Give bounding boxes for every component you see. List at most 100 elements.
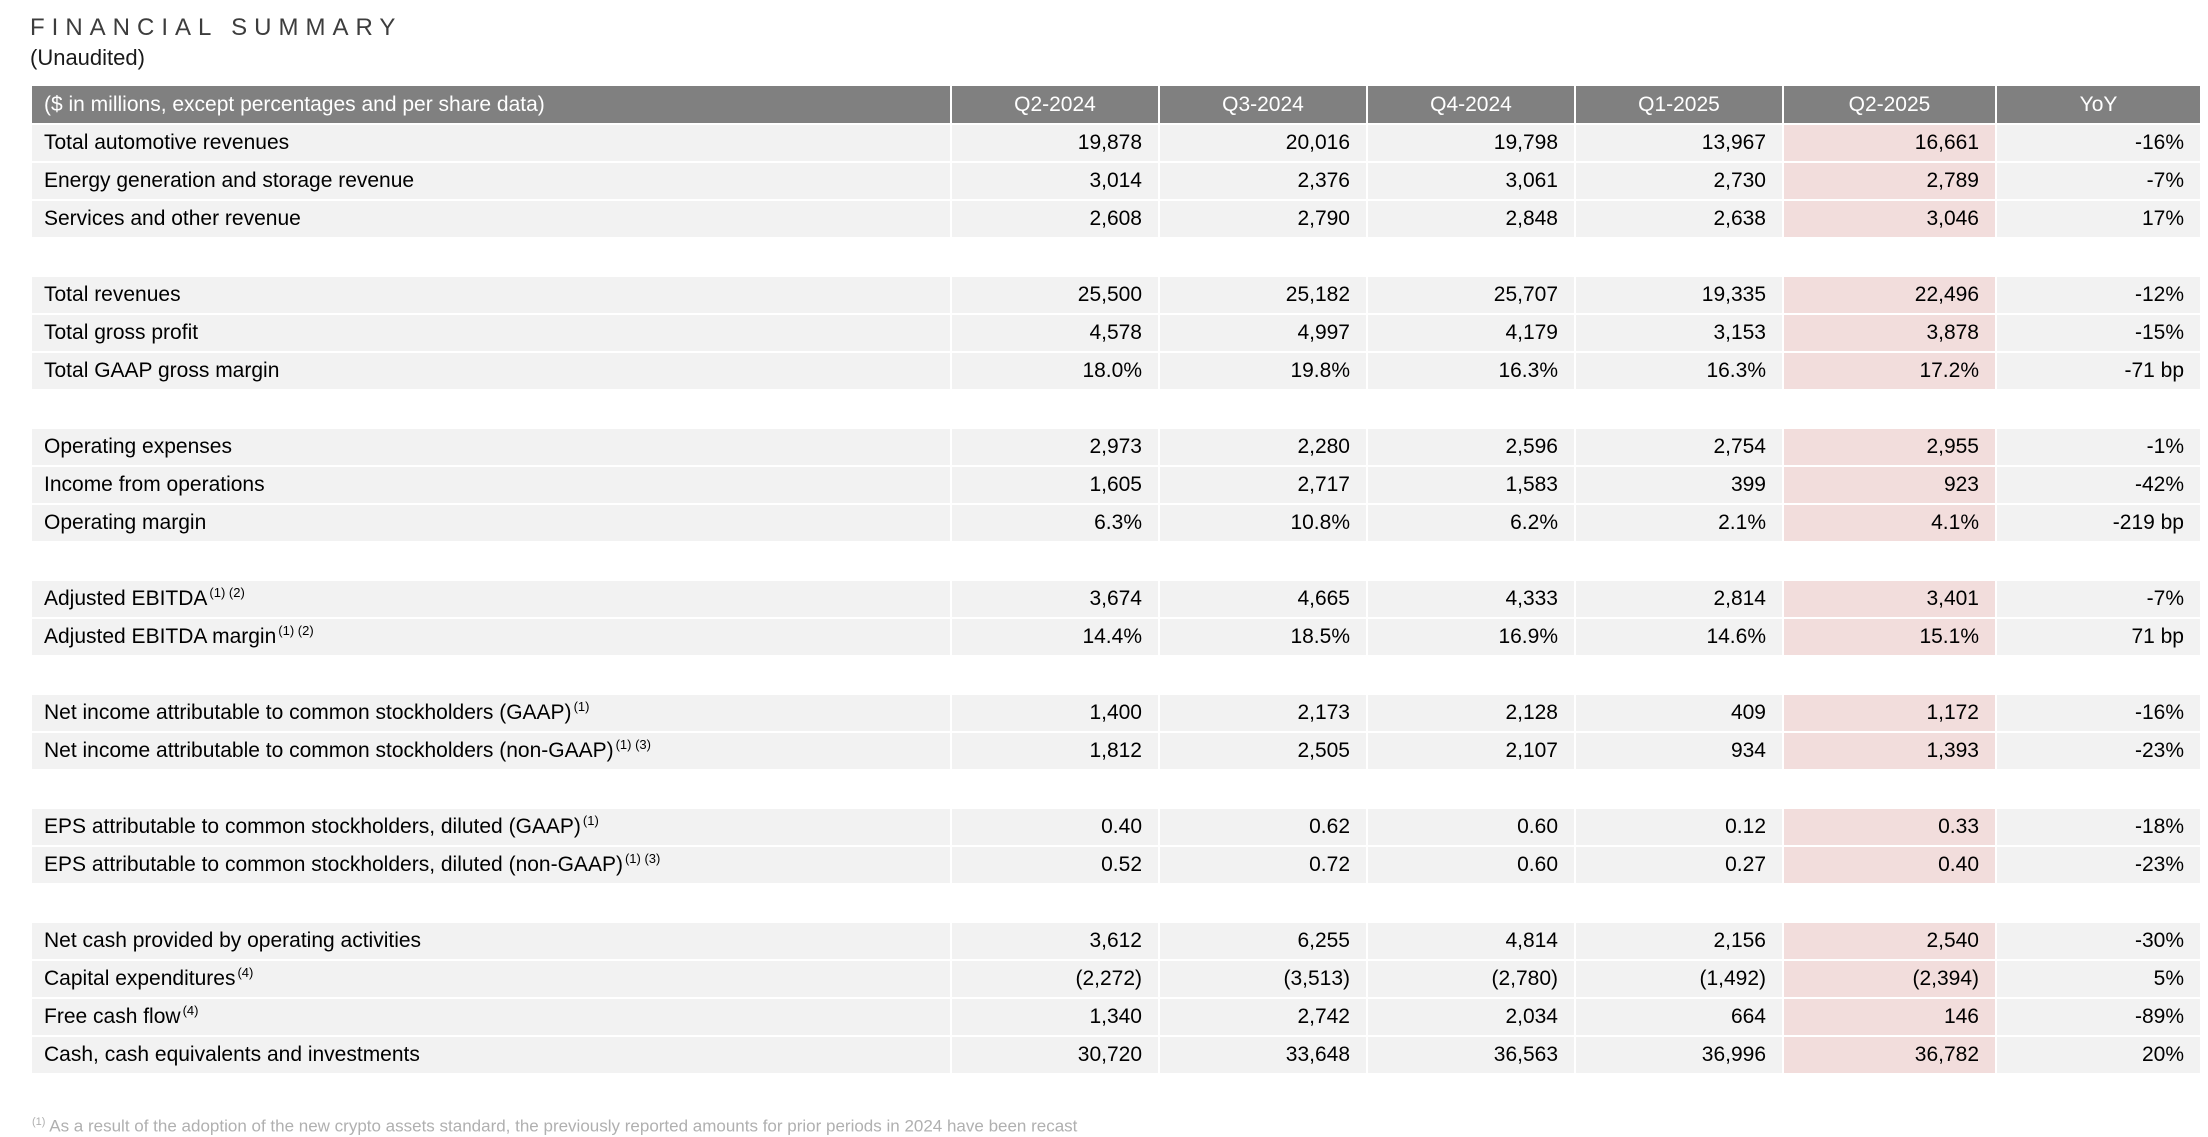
- cell-value: (2,780): [1368, 961, 1574, 997]
- column-header-q1-2025: Q1-2025: [1576, 86, 1782, 123]
- cell-value: 15.1%: [1784, 619, 1995, 655]
- table-row: Net income attributable to common stockh…: [32, 695, 2200, 731]
- section-gap-row: [32, 543, 2200, 579]
- cell-value: 2,955: [1784, 429, 1995, 465]
- row-label-text: Total automotive revenues: [44, 131, 290, 154]
- cell-value: 1,400: [952, 695, 1158, 731]
- cell-value: 2,789: [1784, 163, 1995, 199]
- section-gap: [32, 771, 2200, 807]
- cell-value: 2,790: [1160, 201, 1366, 237]
- section-gap-row: [32, 657, 2200, 693]
- column-header-yoy: YoY: [1997, 86, 2200, 123]
- cell-value: 2,128: [1368, 695, 1574, 731]
- cell-value: 2,173: [1160, 695, 1366, 731]
- column-header-q2-2025: Q2-2025: [1784, 86, 1995, 123]
- cell-value: -30%: [1997, 923, 2200, 959]
- row-label: Total automotive revenues: [32, 125, 950, 161]
- cell-value: 146: [1784, 999, 1995, 1035]
- row-label-text: Energy generation and storage revenue: [44, 169, 415, 192]
- section-gap: [32, 543, 2200, 579]
- cell-value: 2,540: [1784, 923, 1995, 959]
- row-label-text: EPS attributable to common stockholders,…: [44, 815, 581, 838]
- cell-value: 4,333: [1368, 581, 1574, 617]
- cell-value: 2,280: [1160, 429, 1366, 465]
- cell-value: 409: [1576, 695, 1782, 731]
- table-row: Adjusted EBITDA (1) (2) 3,674 4,665 4,333…: [32, 581, 2200, 617]
- cell-value: 6.2%: [1368, 505, 1574, 541]
- cell-value: (2,394): [1784, 961, 1995, 997]
- cell-value: 22,496: [1784, 277, 1995, 313]
- cell-value: -12%: [1997, 277, 2200, 313]
- cell-value: 25,500: [952, 277, 1158, 313]
- cell-value: 0.40: [1784, 847, 1995, 883]
- cell-value: 13,967: [1576, 125, 1782, 161]
- column-header-q4-2024: Q4-2024: [1368, 86, 1574, 123]
- table-row: Operating margin 6.3% 10.8% 6.2% 2.1% 4.…: [32, 505, 2200, 541]
- cell-value: 2,376: [1160, 163, 1366, 199]
- cell-value: -16%: [1997, 125, 2200, 161]
- row-label-text: EPS attributable to common stockholders,…: [44, 853, 623, 876]
- cell-value: 0.62: [1160, 809, 1366, 845]
- cell-value: 0.72: [1160, 847, 1366, 883]
- cell-value: 14.4%: [952, 619, 1158, 655]
- page-title: FINANCIAL SUMMARY: [30, 14, 403, 41]
- cell-value: -1%: [1997, 429, 2200, 465]
- cell-value: 1,172: [1784, 695, 1995, 731]
- row-label-sup: (1): [573, 699, 590, 714]
- table-row: Free cash flow (4) 1,340 2,742 2,034 664 …: [32, 999, 2200, 1035]
- table-row: Net cash provided by operating activitie…: [32, 923, 2200, 959]
- row-label: Services and other revenue: [32, 201, 950, 237]
- column-header-q3-2024: Q3-2024: [1160, 86, 1366, 123]
- table-row: Cash, cash equivalents and investments 3…: [32, 1037, 2200, 1073]
- row-label-text: Adjusted EBITDA margin: [44, 625, 277, 648]
- cell-value: 1,340: [952, 999, 1158, 1035]
- cell-value: -7%: [1997, 163, 2200, 199]
- section-gap: [32, 391, 2200, 427]
- cell-value: 20,016: [1160, 125, 1366, 161]
- cell-value: 1,812: [952, 733, 1158, 769]
- cell-value: 1,393: [1784, 733, 1995, 769]
- row-label: Total GAAP gross margin: [32, 353, 950, 389]
- cell-value: -23%: [1997, 847, 2200, 883]
- cell-value: 664: [1576, 999, 1782, 1035]
- cell-value: 1,605: [952, 467, 1158, 503]
- row-label-sup: (1) (3): [615, 737, 651, 752]
- cell-value: 36,563: [1368, 1037, 1574, 1073]
- cell-value: 0.12: [1576, 809, 1782, 845]
- row-label: Cash, cash equivalents and investments: [32, 1037, 950, 1073]
- cell-value: -42%: [1997, 467, 2200, 503]
- row-label: Net income attributable to common stockh…: [32, 733, 950, 769]
- row-label: Total revenues: [32, 277, 950, 313]
- cell-value: 2,608: [952, 201, 1158, 237]
- cell-value: -71 bp: [1997, 353, 2200, 389]
- cell-value: 0.52: [952, 847, 1158, 883]
- cell-value: 1,583: [1368, 467, 1574, 503]
- row-label-text: Net income attributable to common stockh…: [44, 701, 572, 724]
- cell-value: 19.8%: [1160, 353, 1366, 389]
- summary-table-body: Total automotive revenues 19,878 20,016 …: [32, 125, 2200, 1073]
- cell-value: 2,814: [1576, 581, 1782, 617]
- cell-value: 923: [1784, 467, 1995, 503]
- footnote-clipped: (1) As a result of the adoption of the n…: [32, 1112, 2196, 1137]
- table-row: Total automotive revenues 19,878 20,016 …: [32, 125, 2200, 161]
- cell-value: 16.9%: [1368, 619, 1574, 655]
- section-gap-row: [32, 239, 2200, 275]
- cell-value: 25,707: [1368, 277, 1574, 313]
- cell-value: 16.3%: [1368, 353, 1574, 389]
- page-subtitle: (Unaudited): [30, 45, 145, 70]
- row-label: Capital expenditures (4): [32, 961, 950, 997]
- row-label-text: Cash, cash equivalents and investments: [44, 1043, 420, 1066]
- cell-value: 36,782: [1784, 1037, 1995, 1073]
- row-label-text: Operating margin: [44, 511, 207, 534]
- column-header-q2-2024: Q2-2024: [952, 86, 1158, 123]
- table-row: EPS attributable to common stockholders,…: [32, 847, 2200, 883]
- cell-value: 2.1%: [1576, 505, 1782, 541]
- cell-value: 2,717: [1160, 467, 1366, 503]
- row-label-text: Adjusted EBITDA: [44, 587, 208, 610]
- cell-value: 36,996: [1576, 1037, 1782, 1073]
- row-label: Operating margin: [32, 505, 950, 541]
- cell-value: 33,648: [1160, 1037, 1366, 1073]
- cell-value: 16.3%: [1576, 353, 1782, 389]
- cell-value: 17%: [1997, 201, 2200, 237]
